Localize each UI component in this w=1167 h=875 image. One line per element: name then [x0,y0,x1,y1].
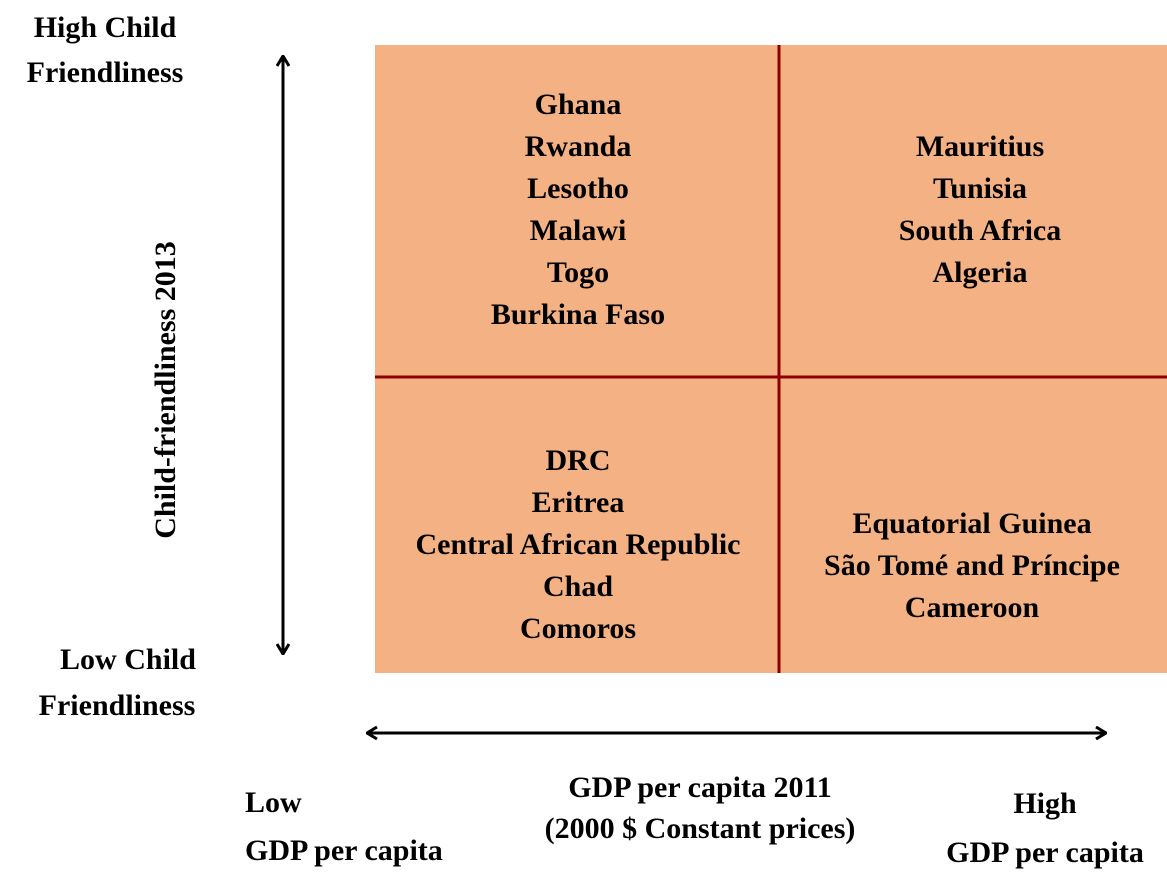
country-label: Rwanda [525,130,632,163]
country-label: Togo [547,256,609,289]
x-axis-label: GDP per capita 2011 [568,771,832,804]
country-label: DRC [546,444,611,477]
low-label: Low [245,786,302,819]
country-label: Central African Republic [416,528,741,561]
country-label: Mauritius [916,130,1044,163]
quadrant-box [375,45,1167,673]
x-axis-label: (2000 $ Constant prices) [545,812,856,845]
country-label: Eritrea [532,486,625,519]
country-label: Burkina Faso [491,298,665,331]
country-label: Algeria [933,256,1028,289]
country-label: Chad [543,570,613,603]
low-label: Friendliness [39,689,196,722]
country-label: Lesotho [527,172,629,205]
low-label: Low Child [60,643,196,676]
country-label: Tunisia [933,172,1027,205]
high-label: High Child [34,11,177,44]
country-label: Equatorial Guinea [852,507,1091,540]
country-label: Malawi [530,214,627,247]
y-axis-label: Child-friendliness 2013 [149,241,182,539]
high-label: High [1013,787,1077,820]
high-label: GDP per capita [946,836,1144,869]
country-label: Ghana [535,88,622,121]
country-label: South Africa [899,214,1062,247]
country-label: São Tomé and Príncipe [824,549,1120,582]
country-label: Cameroon [905,591,1040,624]
low-label: GDP per capita [245,834,443,867]
high-label: Friendliness [27,56,184,89]
country-label: Comoros [520,612,636,645]
